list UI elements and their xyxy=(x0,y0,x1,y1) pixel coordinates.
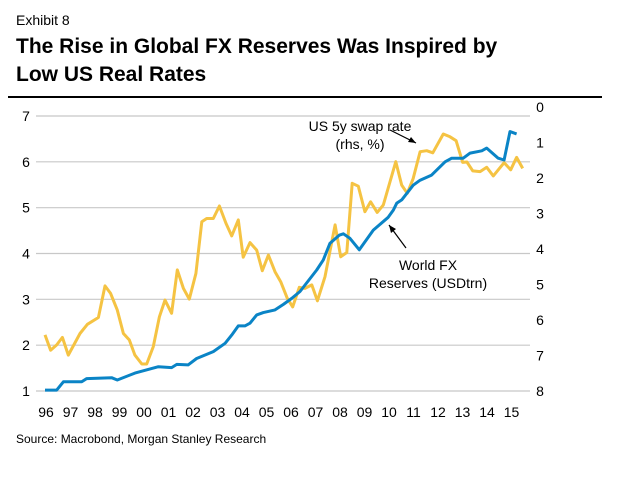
x-tick-label: 97 xyxy=(63,404,79,420)
annotation-swap-line2: (rhs, %) xyxy=(336,136,385,152)
x-tick-label: 98 xyxy=(87,404,103,420)
x-tick-label: 13 xyxy=(455,404,471,420)
left-tick-label: 2 xyxy=(22,337,30,353)
left-tick-label: 5 xyxy=(22,200,30,216)
title-line-2: Low US Real Rates xyxy=(16,63,207,86)
left-tick-label: 1 xyxy=(22,383,30,399)
annotation-reserves: World FX Reserves (USDtrn) xyxy=(369,224,487,291)
annotation-swap: US 5y swap rate (rhs, %) xyxy=(309,118,417,152)
x-tick-label: 08 xyxy=(332,404,348,420)
series-world-fx-reserves xyxy=(45,130,518,392)
x-tick-label: 14 xyxy=(479,404,495,420)
source-note: Source: Macrobond, Morgan Stanley Resear… xyxy=(16,432,267,446)
annotation-swap-line1: US 5y swap rate xyxy=(309,118,412,134)
right-tick-label: 8 xyxy=(536,383,544,399)
x-tick-label: 00 xyxy=(136,404,152,420)
series-us-5y-swap-rate xyxy=(43,132,525,366)
left-tick-label: 6 xyxy=(22,154,30,170)
left-tick-label: 7 xyxy=(22,108,30,124)
x-tick-label: 12 xyxy=(430,404,446,420)
right-tick-label: 4 xyxy=(536,241,544,257)
right-tick-label: 6 xyxy=(536,312,544,328)
x-tick-label: 99 xyxy=(112,404,128,420)
x-axis-ticks: 96 97 98 99 00 01 02 03 04 05 06 07 08 09 10 11 12 13 14 15 xyxy=(38,404,519,420)
series-lines xyxy=(43,130,525,392)
x-tick-label: 07 xyxy=(308,404,324,420)
right-tick-label: 1 xyxy=(536,135,544,151)
annotation-reserves-line1: World FX xyxy=(399,257,458,273)
arrow-head-icon xyxy=(408,137,416,143)
right-tick-label: 0 xyxy=(536,99,544,115)
title-line-1: The Rise in Global FX Reserves Was Inspi… xyxy=(16,35,498,58)
x-tick-label: 06 xyxy=(283,404,299,420)
x-tick-label: 03 xyxy=(210,404,226,420)
left-axis-ticks: 1 2 3 4 5 6 7 xyxy=(22,108,30,399)
x-tick-label: 11 xyxy=(406,404,421,420)
left-tick-label: 3 xyxy=(22,291,30,307)
x-tick-label: 96 xyxy=(38,404,54,420)
title-rule xyxy=(8,96,602,98)
x-tick-label: 10 xyxy=(381,404,397,420)
right-tick-label: 5 xyxy=(536,277,544,293)
right-tick-label: 7 xyxy=(536,348,544,364)
chart-title: The Rise in Global FX Reserves Was Inspi… xyxy=(16,33,616,89)
x-tick-label: 05 xyxy=(259,404,275,420)
left-tick-label: 4 xyxy=(22,246,30,262)
exhibit-label: Exhibit 8 xyxy=(16,12,70,28)
right-axis-ticks: 0 1 2 3 4 5 6 7 8 xyxy=(536,99,544,399)
right-tick-label: 2 xyxy=(536,170,544,186)
annotation-reserves-line2: Reserves (USDtrn) xyxy=(369,275,487,291)
arrow-head-icon xyxy=(389,225,396,233)
x-tick-label: 04 xyxy=(234,404,250,420)
x-tick-label: 01 xyxy=(161,404,177,420)
x-tick-label: 09 xyxy=(357,404,373,420)
x-tick-label: 15 xyxy=(504,404,520,420)
right-tick-label: 3 xyxy=(536,206,544,222)
x-tick-label: 02 xyxy=(185,404,201,420)
